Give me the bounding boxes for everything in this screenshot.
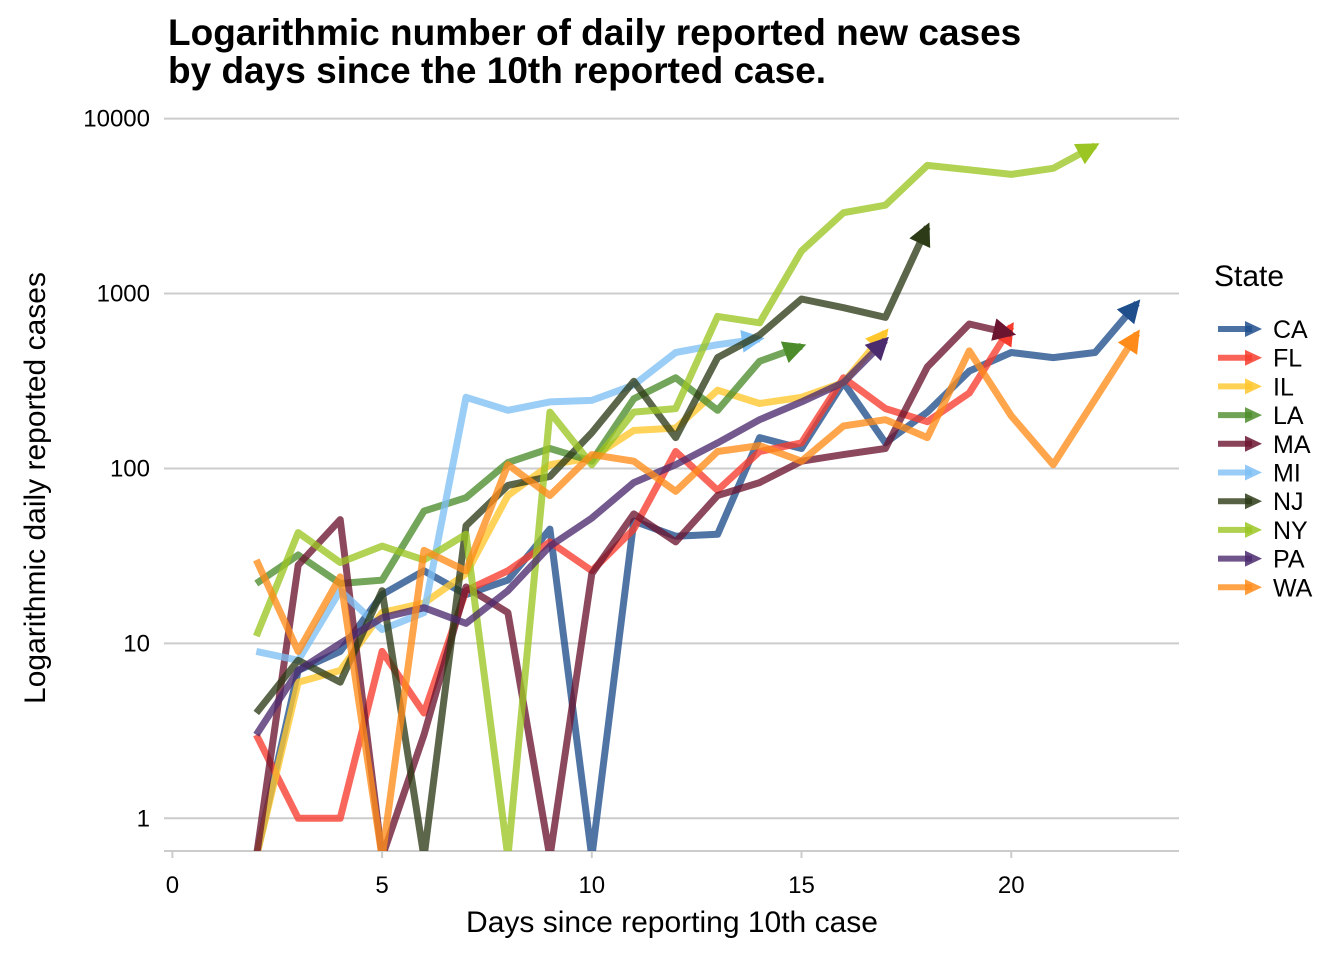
legend-label: MI	[1273, 460, 1301, 488]
legend-item-mi: MI	[1218, 460, 1301, 488]
x-tick-label: 0	[166, 872, 179, 899]
legend-label: IL	[1273, 373, 1294, 401]
legend-item-la: LA	[1218, 402, 1304, 430]
legend-arrow	[1245, 378, 1262, 395]
legend-label: NJ	[1273, 488, 1304, 516]
series-line-wa	[253, 334, 1141, 851]
x-tick-label: 20	[998, 872, 1025, 899]
series-line-ny	[253, 142, 1095, 851]
chart-title-line-2: by days since the 10th reported case.	[168, 50, 827, 91]
chart-title-line-1: Logarithmic number of daily reported new…	[168, 12, 1022, 53]
series-lines	[253, 142, 1141, 851]
legend-label: MA	[1273, 431, 1311, 459]
legend-item-nj: NJ	[1218, 488, 1304, 516]
y-axis-title: Logarithmic daily reported cases	[19, 272, 52, 704]
series-line-ma	[253, 324, 1011, 851]
legend-arrow	[1245, 321, 1262, 337]
y-tick-label: 1	[137, 805, 150, 832]
legend-title: State	[1214, 260, 1284, 293]
y-tick-label: 100	[110, 455, 150, 482]
legend-label: CA	[1273, 316, 1308, 344]
series-line-pa	[253, 340, 885, 737]
legend-arrow	[1245, 464, 1262, 481]
legend-label: PA	[1273, 546, 1305, 574]
x-tick-label: 5	[375, 872, 388, 899]
y-tick-label: 10	[123, 630, 150, 657]
legend-arrow	[1245, 435, 1262, 452]
series-line-nj	[253, 227, 931, 851]
x-tick-label: 10	[578, 872, 605, 899]
x-axis	[164, 850, 1179, 858]
chart-title: Logarithmic number of daily reported new…	[168, 14, 1268, 90]
legend-item-fl: FL	[1218, 345, 1302, 373]
legend-item-ny: NY	[1218, 517, 1308, 545]
x-tick-label: 15	[788, 872, 815, 899]
legend-arrow	[1245, 550, 1262, 567]
legend-item-ma: MA	[1218, 431, 1311, 459]
legend-arrow	[1245, 349, 1262, 366]
series-line-fl	[253, 326, 1015, 822]
legend-arrow	[1245, 521, 1262, 538]
legend-label: WA	[1273, 574, 1313, 602]
x-axis-title: Days since reporting 10th case	[466, 906, 878, 939]
legend-item-pa: PA	[1218, 546, 1305, 574]
y-tick-labels: 1 10 100 1000 10000	[83, 106, 150, 833]
legend-arrow	[1245, 407, 1262, 424]
series-line-la	[254, 346, 801, 587]
legend-label: NY	[1273, 517, 1308, 545]
y-tick-label: 10000	[83, 106, 150, 133]
legend-label: LA	[1273, 402, 1304, 430]
legend-arrow	[1245, 579, 1262, 596]
legend-item-wa: WA	[1218, 574, 1313, 602]
series-line-ca	[254, 303, 1137, 851]
x-tick-labels: 0 5 10 15 20	[166, 872, 1025, 899]
legend-item-il: IL	[1218, 373, 1294, 401]
legend-label: FL	[1273, 345, 1302, 373]
y-tick-label: 1000	[97, 281, 150, 308]
legend-item-ca: CA	[1218, 316, 1308, 344]
legend-arrow	[1245, 493, 1262, 510]
